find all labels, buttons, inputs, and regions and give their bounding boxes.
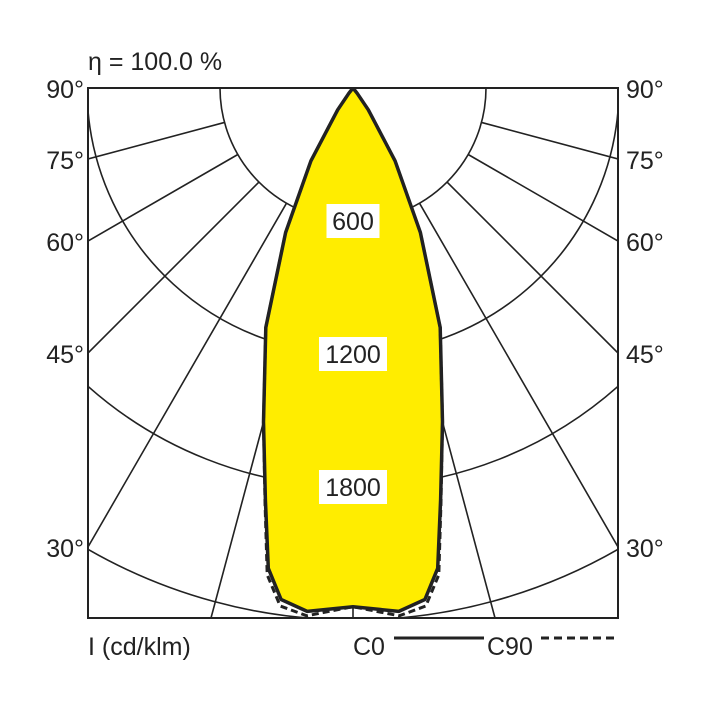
efficiency-title: η = 100.0 % — [88, 48, 222, 76]
legend-c90-label: C90 — [487, 633, 533, 661]
tick-label-bg — [319, 337, 387, 371]
tick-label-bg — [319, 470, 387, 504]
angle-label-right: 90° — [626, 76, 664, 104]
radial-line-30 — [88, 202, 288, 548]
radial-line-60 — [467, 153, 618, 242]
unit-label: I (cd/klm) — [88, 633, 191, 661]
curve-C90 — [262, 88, 444, 618]
legend-c0-label: C0 — [353, 633, 385, 661]
radial-tick-labels: 600 1200 1800 — [319, 204, 387, 504]
angle-label-left: 45° — [46, 341, 84, 369]
radial-line-30 — [418, 202, 618, 548]
angle-label-left: 30° — [46, 535, 84, 563]
radial-line-75 — [88, 121, 225, 160]
radial-line-75 — [481, 121, 618, 160]
plot-frame — [87, 87, 619, 619]
angle-label-left: 90° — [46, 76, 84, 104]
radial-tick-label: 1800 — [325, 474, 381, 502]
tick-label-bg — [326, 204, 380, 238]
angle-label-right: 75° — [626, 147, 664, 175]
radial-line-45 — [88, 181, 260, 354]
angle-labels: 90° 90° 75° 75° 60° 60° 45° 45° 30° 30° — [46, 76, 664, 563]
angle-label-right: 30° — [626, 535, 664, 563]
radial-tick-label: 1200 — [325, 341, 381, 369]
angle-label-right: 45° — [626, 341, 664, 369]
angle-label-left: 60° — [46, 229, 84, 257]
angle-label-left: 75° — [46, 147, 84, 175]
radial-tick-label: 600 — [332, 208, 374, 236]
angle-label-right: 60° — [626, 229, 664, 257]
radial-line-45 — [446, 181, 618, 354]
intensity-circle-2400 — [88, 548, 618, 618]
radial-line-60 — [88, 153, 239, 242]
